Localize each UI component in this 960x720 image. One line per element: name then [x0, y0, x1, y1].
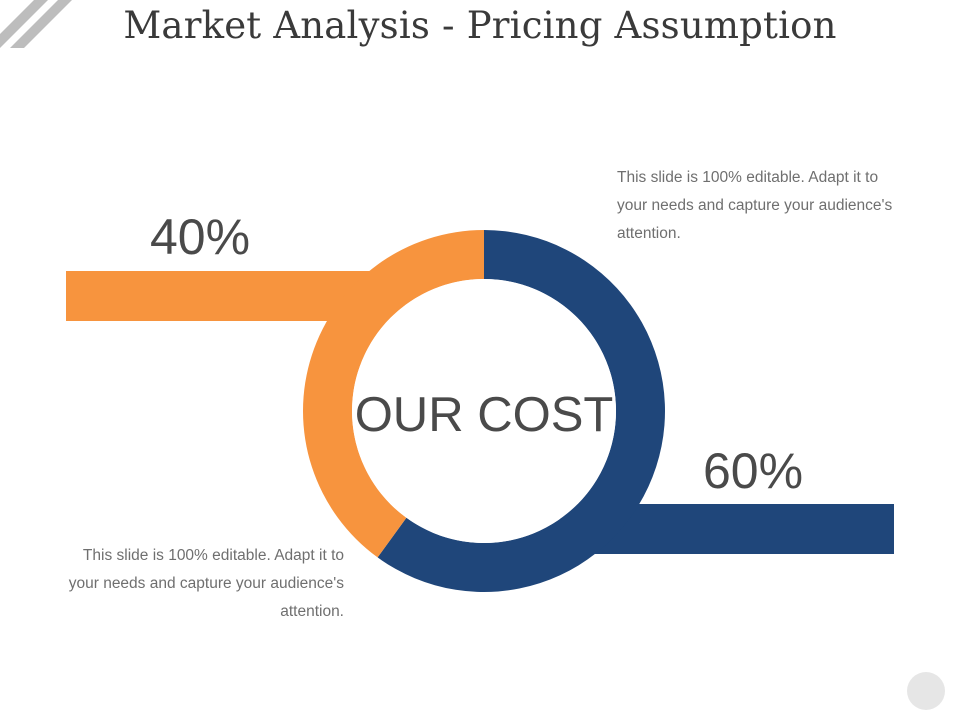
note-top-right: This slide is 100% editable. Adapt it to…: [617, 169, 893, 242]
note-bottom-left: This slide is 100% editable. Adapt it to…: [68, 547, 344, 620]
percent-label-right: 60%: [703, 443, 804, 499]
slide-nav-button[interactable]: [907, 672, 945, 710]
donut-segment-1: [377, 230, 666, 592]
donut-center: [352, 279, 616, 543]
slide-title: Market Analysis - Pricing Assumption: [123, 4, 837, 47]
donut-segment-0: [303, 230, 484, 558]
donut-ring: [303, 230, 666, 592]
center-label: OUR COST: [354, 388, 614, 442]
percent-label-left: 40%: [150, 209, 251, 265]
corner-stripes-decoration: [0, 0, 72, 48]
